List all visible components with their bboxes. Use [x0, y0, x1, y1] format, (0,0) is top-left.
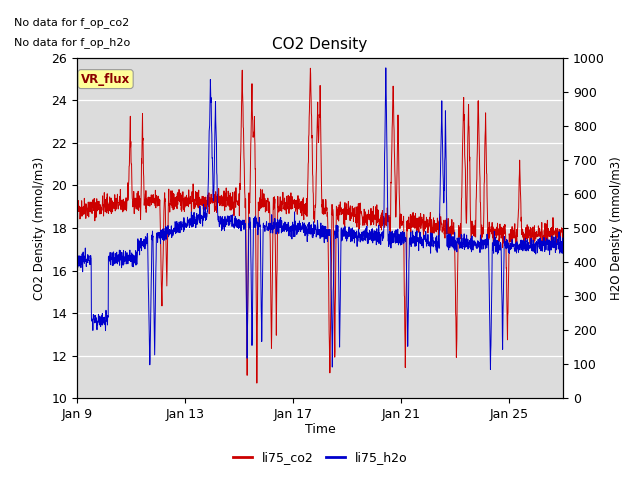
Y-axis label: CO2 Density (mmol/m3): CO2 Density (mmol/m3): [33, 156, 45, 300]
Title: CO2 Density: CO2 Density: [273, 37, 367, 52]
Text: No data for f_op_h2o: No data for f_op_h2o: [13, 37, 130, 48]
Y-axis label: H2O Density (mmol/m3): H2O Density (mmol/m3): [611, 156, 623, 300]
Text: No data for f_op_co2: No data for f_op_co2: [13, 17, 129, 28]
Text: VR_flux: VR_flux: [81, 72, 130, 85]
X-axis label: Time: Time: [305, 422, 335, 435]
Legend: li75_co2, li75_h2o: li75_co2, li75_h2o: [228, 446, 412, 469]
